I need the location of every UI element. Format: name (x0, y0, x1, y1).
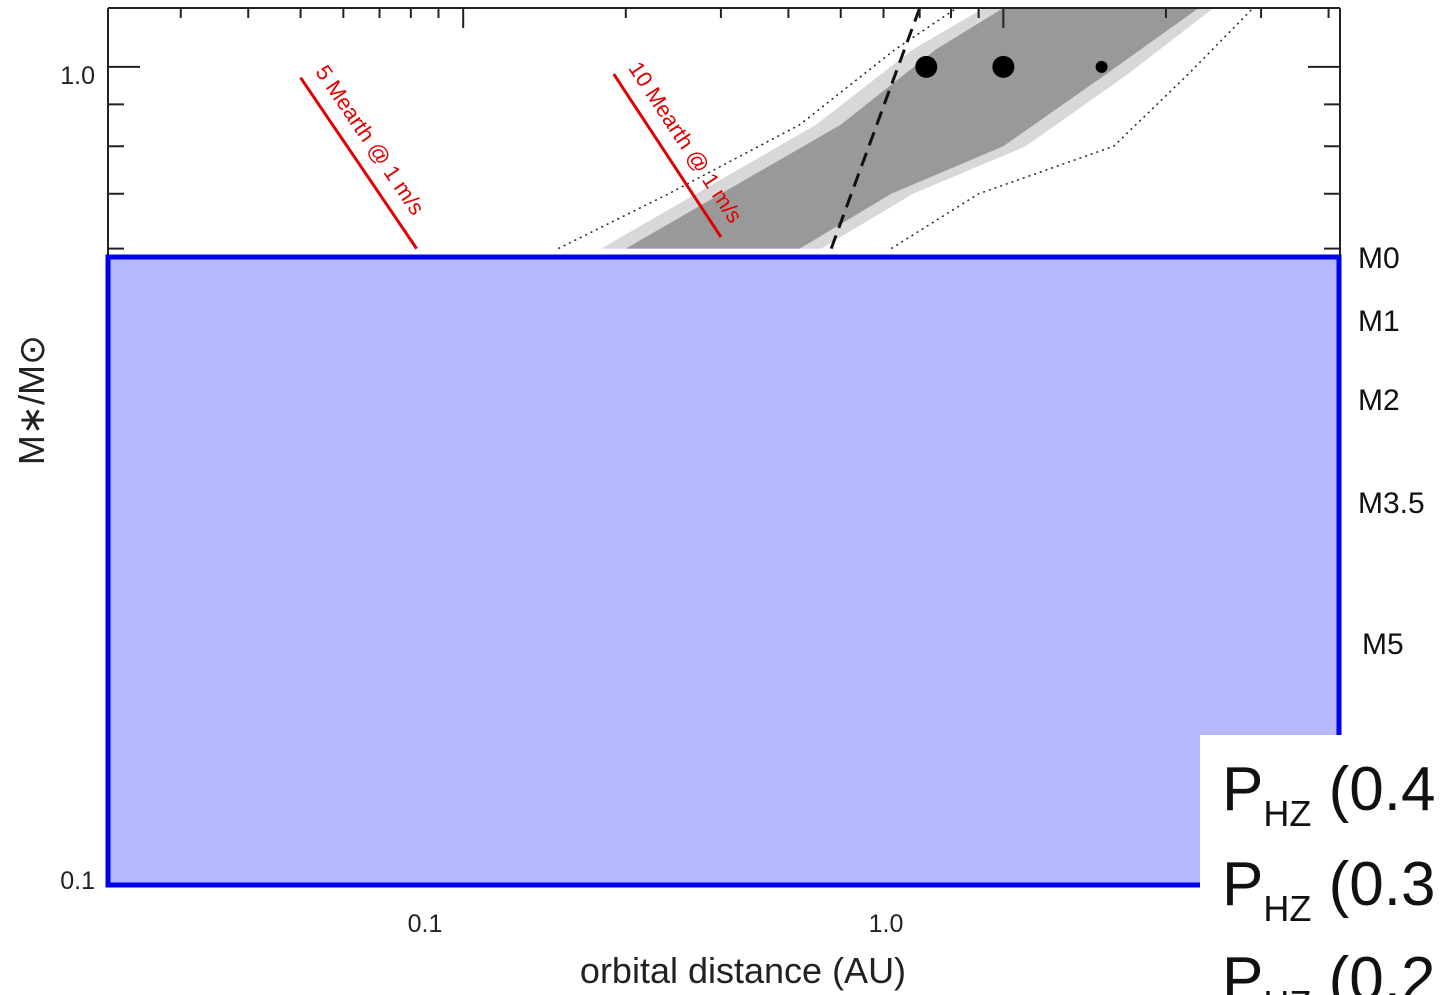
plot-background-layer: 5 Mearth @ 1 m/s 10 Mearth @ 1 m/s (299, 8, 1254, 250)
planet-point-0 (915, 55, 938, 78)
phz-line-3: PHZ (0.2 (1222, 945, 1435, 995)
x-axis-title: orbital distance (AU) (580, 950, 906, 991)
spectral-label-m3-5: M3.5 (1358, 487, 1425, 520)
overlay-region (105, 254, 1342, 888)
spectral-label-m1: M1 (1358, 305, 1400, 338)
mass-line-1 (612, 73, 723, 238)
mass-line-0 (299, 76, 418, 250)
planet-point-1 (992, 55, 1015, 78)
mass-line-label-0: 5 Mearth @ 1 m/s (310, 60, 429, 219)
habitable-zone-conservative-band (625, 8, 1199, 249)
x-tick-label-1.0: 1.0 (869, 910, 904, 938)
dotted-boundary-1 (890, 8, 1254, 250)
phz-line-1: PHZ (0.4 (1222, 755, 1435, 834)
y-tick-label-0.1: 0.1 (60, 867, 95, 895)
planet-point-2 (1095, 60, 1108, 73)
spectral-label-m2: M2 (1358, 384, 1400, 417)
phz-line-2: PHZ (0.3 (1222, 850, 1435, 929)
x-tick-label-0.1: 0.1 (408, 910, 443, 938)
phz-text-box (1200, 735, 1441, 995)
y-tick-label-1.0: 1.0 (60, 62, 95, 90)
spectral-label-m5: M5 (1362, 628, 1404, 661)
dotted-boundary-0 (557, 8, 958, 250)
y-axis-title: M∗/M⊙ (11, 335, 52, 465)
spectral-label-m0: M0 (1358, 242, 1400, 275)
